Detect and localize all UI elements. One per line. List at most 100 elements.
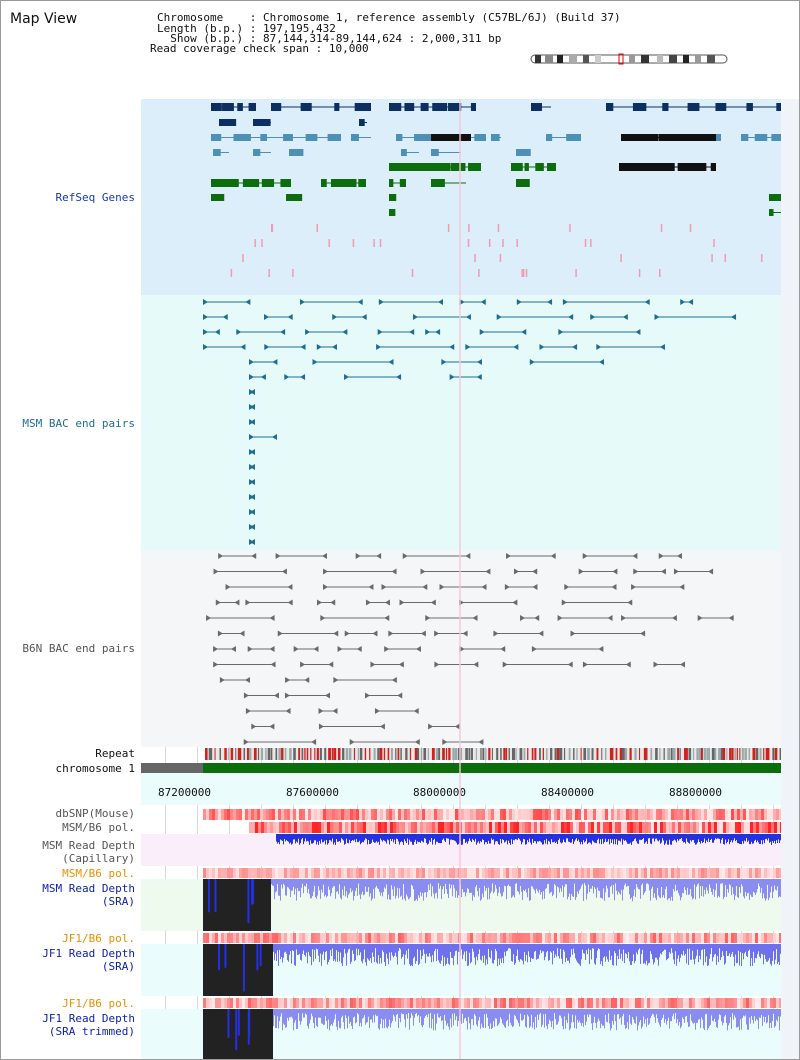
repeat-features[interactable] xyxy=(141,747,782,761)
depth-bar xyxy=(624,944,625,964)
depth-bar xyxy=(724,879,725,897)
heat-cell xyxy=(305,998,308,1008)
heat-cell xyxy=(488,998,491,1008)
depth-bar xyxy=(543,834,544,845)
depth-bar xyxy=(745,834,746,842)
msm-b6-pol-heatmap-1[interactable] xyxy=(141,822,783,834)
b6n-bac-pair-end xyxy=(251,553,257,559)
depth-bar xyxy=(613,879,614,885)
heat-cell xyxy=(248,868,251,878)
depth-bar xyxy=(754,1009,755,1017)
repeat-element xyxy=(239,748,242,760)
depth-bar xyxy=(607,834,608,842)
repeat-element xyxy=(471,748,473,760)
depth-bar xyxy=(580,1009,581,1024)
jf1-depth-sra-plot[interactable] xyxy=(141,944,781,996)
depth-bar xyxy=(319,834,320,841)
depth-bar xyxy=(345,834,346,844)
refseq-features[interactable] xyxy=(141,99,789,295)
depth-bar xyxy=(659,879,660,898)
depth-bar xyxy=(476,834,477,845)
depth-bar xyxy=(280,879,281,901)
heat-cell xyxy=(569,868,572,878)
depth-bar xyxy=(480,944,481,960)
jf1-depth-trim-plot[interactable] xyxy=(141,1009,781,1059)
depth-bar xyxy=(651,944,652,955)
depth-bar xyxy=(575,879,576,900)
depth-bar xyxy=(289,944,290,955)
depth-bar xyxy=(302,1009,303,1014)
heat-cell xyxy=(548,998,551,1008)
depth-bar xyxy=(597,944,598,951)
heat-cell xyxy=(230,809,233,820)
depth-bar xyxy=(684,879,685,888)
b6n-bac-pair-end xyxy=(213,568,219,575)
depth-bar xyxy=(593,1009,594,1023)
heat-cell xyxy=(356,933,359,943)
depth-bar xyxy=(560,944,561,949)
refseq-track[interactable] xyxy=(141,99,781,295)
chromosome-ideogram[interactable] xyxy=(529,52,731,66)
depth-bar xyxy=(312,879,313,897)
depth-bar xyxy=(461,944,462,950)
heat-cell xyxy=(624,822,627,833)
depth-bar xyxy=(645,944,646,965)
depth-bar xyxy=(671,879,672,897)
msm-bac-pair-end xyxy=(284,374,290,380)
heat-cell xyxy=(498,822,501,833)
depth-bar xyxy=(503,879,504,893)
depth-bar xyxy=(280,944,281,960)
jf1-b6-pol-heatmap-1[interactable] xyxy=(141,933,782,944)
depth-bar xyxy=(385,879,386,889)
depth-bar xyxy=(288,879,289,888)
depth-bar xyxy=(284,879,285,886)
msm-bac-track[interactable] xyxy=(141,295,781,551)
depth-bar xyxy=(725,1009,726,1015)
depth-bar xyxy=(326,1009,327,1021)
heat-cell xyxy=(311,933,314,943)
position-marker[interactable] xyxy=(459,99,461,1059)
depth-bar xyxy=(684,944,685,956)
depth-bar xyxy=(433,834,434,840)
heat-cell xyxy=(462,822,465,833)
chromosome-bar[interactable] xyxy=(141,763,781,773)
depth-bar xyxy=(573,834,574,845)
depth-bar xyxy=(686,879,687,895)
msm-bac-features[interactable] xyxy=(141,295,781,551)
depth-bar xyxy=(552,944,553,965)
b6n-bac-features[interactable] xyxy=(141,551,781,747)
repeat-element xyxy=(359,748,363,760)
depth-bar xyxy=(435,834,436,845)
depth-bar xyxy=(503,834,504,840)
b6n-bac-pair-end xyxy=(430,599,436,606)
b6n-bac-pair-end xyxy=(284,692,290,699)
heat-cell xyxy=(260,998,263,1008)
heat-cell xyxy=(332,809,335,820)
depth-bar xyxy=(480,1009,481,1029)
depth-bar xyxy=(309,944,310,956)
depth-bar xyxy=(505,1009,506,1029)
heat-cell xyxy=(752,998,755,1008)
jf1-b6-pol-heatmap-2[interactable] xyxy=(141,998,782,1009)
depth-bar xyxy=(344,1009,345,1030)
heat-cell xyxy=(248,933,251,943)
heat-cell xyxy=(749,998,752,1008)
heat-cell xyxy=(755,868,758,878)
depth-bar xyxy=(408,944,409,949)
depth-bar xyxy=(347,944,348,953)
heat-cell xyxy=(689,933,692,943)
depth-bar xyxy=(516,1009,517,1019)
repeat-element xyxy=(546,748,548,760)
dbsnp-heatmap[interactable] xyxy=(141,809,782,821)
depth-bar xyxy=(540,944,541,951)
depth-bar xyxy=(731,879,732,896)
msm-b6-pol-heatmap-2[interactable] xyxy=(141,868,782,879)
msm-depth-sra-plot[interactable] xyxy=(141,879,781,931)
msm-depth-capillary-plot[interactable] xyxy=(141,834,781,866)
heat-cell xyxy=(536,868,539,878)
depth-bar xyxy=(721,834,722,840)
depth-bar xyxy=(403,834,404,845)
depth-bar xyxy=(427,1009,428,1018)
depth-bar xyxy=(338,879,339,895)
heat-cell xyxy=(608,809,611,820)
